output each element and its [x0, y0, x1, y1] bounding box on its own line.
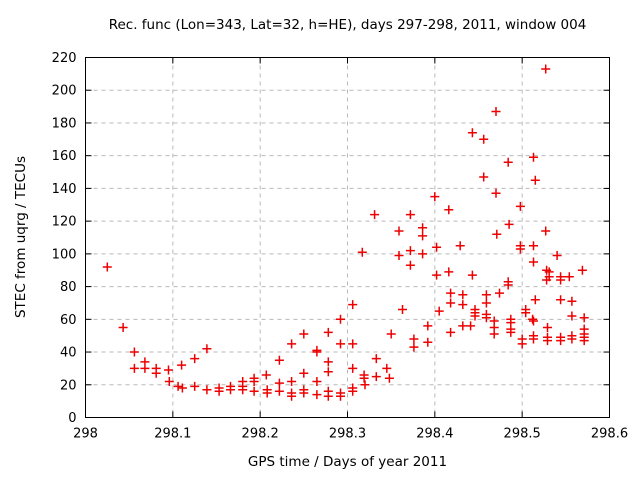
y-tick-label: 20	[60, 378, 77, 393]
data-points	[102, 64, 589, 401]
x-tick-label: 298.4	[416, 427, 453, 442]
y-tick-label: 200	[52, 84, 77, 99]
x-tick-label: 298.1	[154, 427, 191, 442]
y-tick-label: 180	[52, 116, 77, 131]
y-tick-label: 0	[68, 411, 76, 426]
y-tick-label: 220	[52, 51, 77, 66]
x-tick-label: 298	[73, 427, 98, 442]
x-tick-label: 298.3	[329, 427, 366, 442]
y-tick-label: 60	[60, 313, 77, 328]
y-tick-label: 120	[52, 215, 77, 230]
x-tick-label: 298.5	[504, 427, 541, 442]
chart-title: Rec. func (Lon=343, Lat=32, h=HE), days …	[108, 17, 587, 33]
y-tick-label: 140	[52, 182, 77, 197]
x-axis-title: GPS time / Days of year 2011	[247, 454, 448, 470]
x-tick-label: 298.2	[242, 427, 279, 442]
y-tick-label: 160	[52, 149, 77, 164]
x-tick-label: 298.6	[591, 427, 628, 442]
y-tick-label: 40	[60, 346, 77, 361]
y-tick-label: 100	[52, 247, 77, 262]
y-tick-label: 80	[60, 280, 77, 295]
